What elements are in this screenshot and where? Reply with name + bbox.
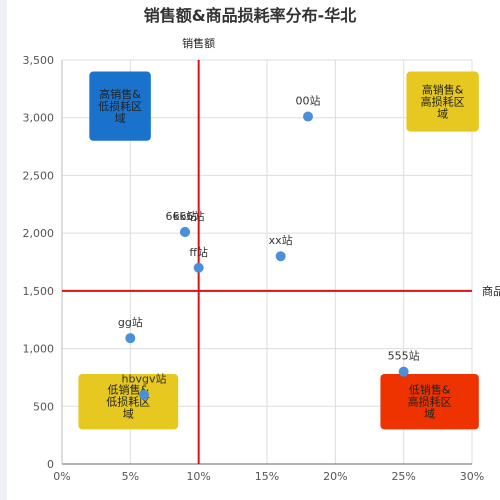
quadrant-label: 低销售& xyxy=(107,383,149,397)
quadrant-label: 域 xyxy=(424,408,435,421)
threshold-lines xyxy=(62,60,472,464)
quadrant-box xyxy=(78,373,179,430)
y-tick-label: 1,000 xyxy=(23,343,55,356)
data-point xyxy=(303,111,313,122)
data-point xyxy=(125,333,136,344)
x-tick-label: 25% xyxy=(391,470,415,483)
data-point xyxy=(180,226,190,237)
y-tick-label: 3,000 xyxy=(23,112,55,125)
quadrant-label: 低销售& xyxy=(409,383,451,397)
x-tick-label: 20% xyxy=(323,470,347,483)
data-point xyxy=(275,251,286,262)
y-tick-label: 500 xyxy=(33,400,54,413)
quadrant-box xyxy=(89,71,151,141)
data-point-label: kk站 xyxy=(173,209,197,223)
quadrant-label: 域 xyxy=(437,108,448,121)
quadrant-label: 域 xyxy=(123,408,134,421)
data-point-label: 6666站 xyxy=(166,209,205,223)
quadrant-box xyxy=(380,373,479,430)
quadrant-label: 低损耗区 xyxy=(98,99,142,113)
quadrant-label: 低损耗区 xyxy=(106,395,150,409)
y-axis-name: 销售额 xyxy=(182,36,215,50)
quadrant-label: 高销售& xyxy=(99,87,141,101)
data-point-label: gg站 xyxy=(118,315,143,329)
data-point-label: xx站 xyxy=(269,233,293,247)
data-point xyxy=(398,366,409,377)
axes: 0 500 1,000 1,500 2,000 2,500 3,000 3,500 0% 5% 10… xyxy=(23,36,500,483)
y-tick-label: 2,000 xyxy=(23,227,55,240)
x-tick-label: 5% xyxy=(122,470,139,483)
data-point-label: hbvgv站 xyxy=(122,372,167,386)
x-tick-label: 10% xyxy=(186,470,210,483)
quadrant-label: 域 xyxy=(115,112,126,125)
quadrant-box xyxy=(406,71,479,132)
quadrant-label: 高损耗区 xyxy=(421,95,465,109)
data-point-label: 555站 xyxy=(388,349,420,363)
x-tick-label: 30% xyxy=(460,470,484,483)
y-tick-label: 3,500 xyxy=(23,54,55,67)
y-tick-label: 1,500 xyxy=(23,285,55,298)
y-tick-label: 2,500 xyxy=(23,169,55,182)
data-point xyxy=(193,262,204,273)
left-panel-strip xyxy=(0,0,7,500)
chart-title: 销售额&商品损耗率分布-华北 xyxy=(143,6,357,25)
quadrant-label: 高销售& xyxy=(422,83,464,97)
x-axis-name: 商品损耗率 xyxy=(482,284,500,298)
data-points xyxy=(125,111,409,400)
quadrant-label: 高损耗区 xyxy=(408,395,452,409)
data-point-label: 00站 xyxy=(296,94,321,108)
data-point xyxy=(139,389,149,400)
x-tick-label: 15% xyxy=(255,470,279,483)
x-tick-label: 0% xyxy=(53,470,70,483)
y-tick-label: 0 xyxy=(47,458,54,471)
data-point-label: ff站 xyxy=(189,245,208,259)
